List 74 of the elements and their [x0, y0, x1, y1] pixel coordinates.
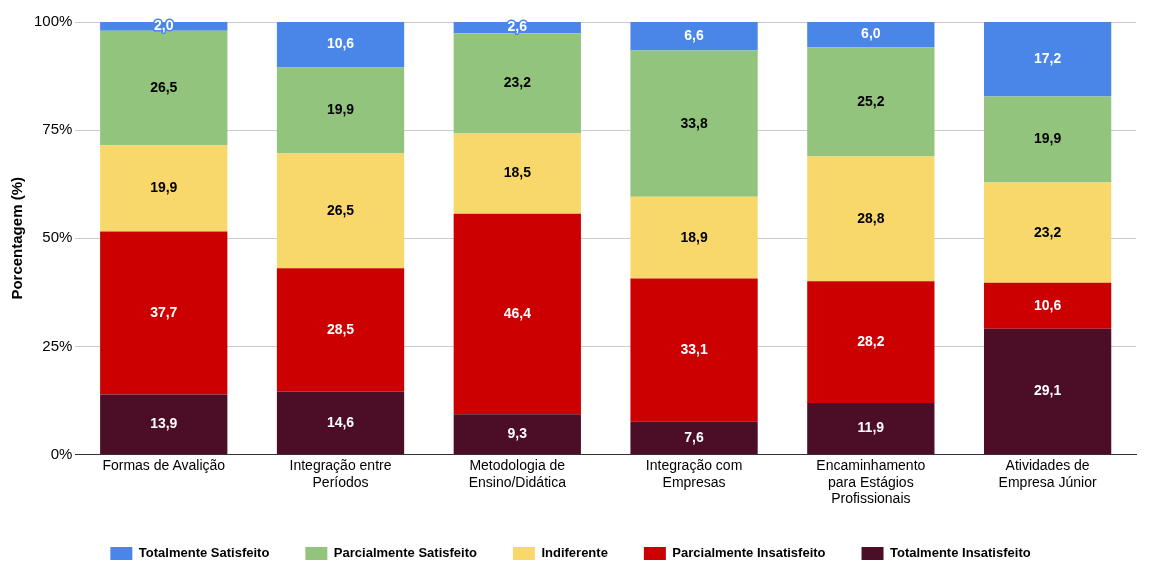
y-tick-label: 75%: [42, 120, 73, 138]
y-tick-label: 50%: [42, 228, 73, 246]
data-label: 14,6: [326, 413, 355, 430]
bar: [983, 328, 1112, 455]
data-label: 19,9: [150, 179, 178, 196]
bar: [630, 22, 758, 51]
x-tick-label: Integração entre Períodos: [289, 456, 392, 490]
data-label: 23,2: [503, 74, 532, 91]
data-label: 18,9: [680, 228, 708, 245]
data-label: 11,9: [857, 419, 885, 436]
data-label: 25,2: [857, 92, 885, 109]
bar: [807, 156, 935, 282]
data-label: 9,3: [507, 425, 528, 442]
bar: [807, 47, 935, 157]
data-label: 6,6: [684, 27, 705, 44]
data-label: 29,1: [1033, 382, 1062, 399]
y-tick-label: 0%: [50, 444, 73, 462]
bar: [983, 22, 1112, 97]
data-label: 33,1: [680, 340, 708, 357]
y-tick-label: 100%: [33, 12, 73, 30]
data-label: 26,5: [326, 201, 355, 218]
data-label: 19,9: [326, 101, 355, 118]
y-axis-title: Porcentagem (%): [8, 177, 26, 300]
legend-label: Indiferente: [541, 545, 608, 561]
bar: [453, 414, 581, 455]
data-label: 13,9: [150, 415, 178, 432]
data-label: 46,4: [503, 304, 532, 321]
legend-label: Totalmente Satisfeito: [138, 545, 270, 561]
data-label: 26,5: [150, 78, 178, 95]
legend-label: Parcialmente Satisfeito: [333, 545, 477, 561]
x-tick-label: Encaminhamento para Estágios Profissionais: [816, 456, 926, 507]
bar: [276, 153, 405, 269]
bar: [276, 391, 405, 455]
bar: [453, 133, 581, 214]
data-label: 6,0: [861, 25, 881, 42]
data-label: 37,7: [150, 303, 178, 320]
bar: [100, 231, 228, 395]
x-tick-label: Formas de Avalição: [102, 456, 226, 473]
bar: [983, 182, 1112, 283]
bar: [630, 278, 758, 422]
data-label: 28,8: [857, 209, 885, 226]
data-label: 18,5: [503, 164, 532, 181]
bar: [453, 213, 581, 415]
x-tick-label: Metodologia de Ensino/Didática: [468, 456, 567, 490]
data-label: 2,0: [154, 17, 174, 34]
bar: [100, 145, 228, 232]
data-label: 19,9: [1033, 130, 1062, 147]
bar: [630, 196, 758, 279]
data-label: 10,6: [326, 35, 355, 52]
data-label: 28,2: [857, 332, 885, 349]
bar: [983, 282, 1112, 329]
bar: [630, 421, 758, 455]
bar: [983, 96, 1112, 183]
bar: [630, 50, 758, 197]
x-tick-label: Integração com Empresas: [645, 456, 743, 490]
x-tick-label: Atividades de Empresa Júnior: [998, 456, 1097, 490]
data-label: 33,8: [680, 114, 708, 131]
bar: [807, 403, 935, 455]
bar: [807, 22, 935, 48]
bar: [276, 67, 405, 154]
bar: [100, 394, 228, 455]
bar: [276, 268, 405, 392]
data-label: 2,6: [507, 18, 528, 35]
y-tick-label: 25%: [42, 336, 73, 354]
data-label: 23,2: [1033, 223, 1062, 240]
data-label: 17,2: [1033, 50, 1062, 67]
bar: [807, 281, 935, 404]
data-label: 7,6: [684, 428, 705, 445]
legend-label: Parcialmente Insatisfeito: [672, 545, 826, 561]
legend-label: Totalmente Insatisfeito: [890, 545, 1031, 561]
bar: [276, 22, 405, 68]
bar: [453, 33, 581, 134]
data-label: 28,5: [326, 320, 355, 337]
data-label: 10,6: [1033, 296, 1062, 313]
